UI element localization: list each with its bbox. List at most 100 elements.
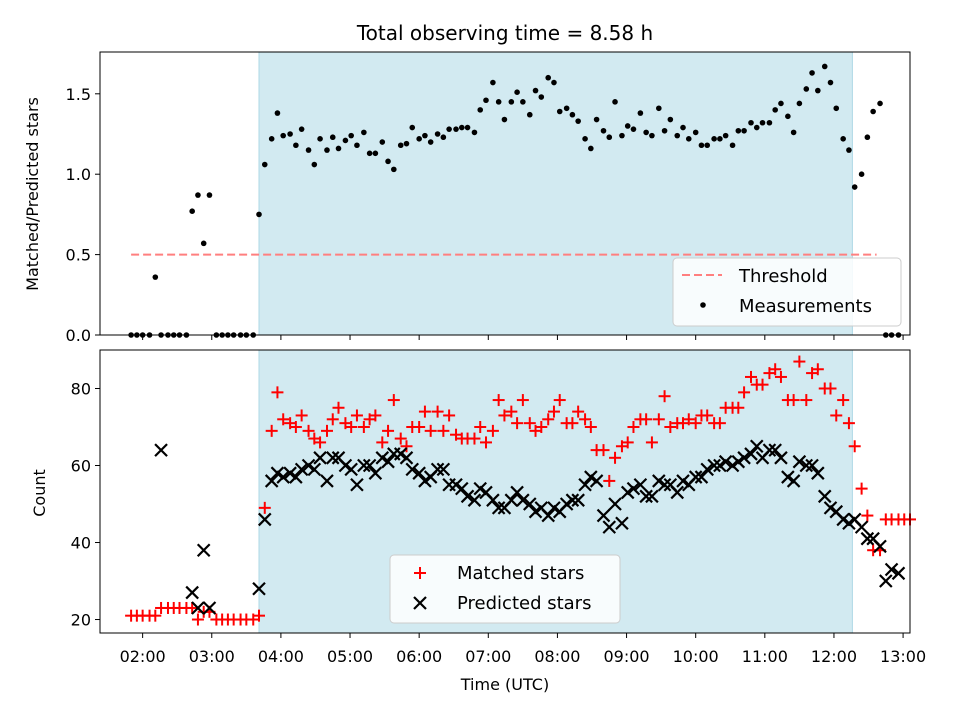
matched-star-point (837, 394, 850, 407)
x-tick-label: 12:00 (811, 647, 857, 666)
count-y-tick-label: 60 (71, 457, 91, 476)
matched-star-point (689, 417, 702, 430)
count-x-ticks: 02:00 03:00 04:00 05:00 06:00 07:00 08:00 09:00… (120, 633, 926, 666)
measurement-point (526, 111, 533, 118)
predicted-star-point (185, 585, 199, 600)
measurement-point (440, 134, 447, 141)
measurement-point (624, 123, 631, 129)
matched-star-point (603, 474, 616, 487)
count-y-tick-label: 20 (71, 611, 91, 630)
measurement-point (195, 192, 201, 198)
matched-star-point (800, 394, 813, 407)
predicted-star-point (578, 477, 592, 492)
predicted-star-point (301, 458, 316, 473)
measurement-point (870, 108, 876, 115)
matched-star-point (621, 436, 634, 449)
measurement-point (667, 116, 674, 123)
measurement-point (189, 208, 195, 214)
predicted-star-point (338, 458, 353, 473)
ratio-x-ticks (142, 335, 904, 340)
matched-star-point (413, 421, 426, 434)
count-y-tick-label: 80 (71, 380, 91, 399)
measurement-point (729, 142, 736, 149)
predicted-star-point (313, 451, 327, 465)
predicted-star-point (565, 493, 580, 507)
measurement-point (661, 127, 668, 134)
predicted-star-point (516, 493, 530, 507)
measurement-point (403, 140, 410, 147)
predicted-star-point (891, 566, 906, 581)
matched-star-point (842, 417, 855, 430)
predicted-star-point (381, 454, 395, 469)
predicted-star-point (154, 443, 168, 457)
matched-star-point (277, 413, 290, 426)
measurement-point (692, 129, 699, 136)
predicted-star-point (393, 447, 408, 461)
matched-star-point (848, 440, 861, 453)
predicted-star-point (744, 447, 758, 461)
x-tick-label: 11:00 (742, 647, 788, 666)
measurement-point (520, 99, 526, 105)
matched-star-point (191, 613, 204, 626)
ratio-y-tick-label: 1.5 (66, 85, 91, 104)
measurement-point (379, 139, 386, 145)
measurement-point (685, 136, 692, 142)
predicted-star-point (362, 458, 377, 473)
predicted-star-point (817, 489, 832, 504)
measurement-point (280, 132, 287, 139)
predicted-star-point (436, 462, 451, 477)
matched-star-point (664, 421, 677, 434)
predicted-star-point (276, 470, 290, 484)
matched-star-point (332, 401, 345, 414)
predicted-star-point (399, 451, 414, 465)
measurement-point (490, 79, 496, 86)
matched-star-point (511, 417, 524, 430)
predicted-star-point (633, 477, 648, 492)
matched-star-point (295, 409, 308, 422)
measurement-point (268, 136, 275, 142)
measurement-point (778, 100, 784, 107)
measurement-point (741, 127, 747, 134)
matched-star-point (645, 436, 658, 449)
matched-star-point (149, 609, 162, 622)
matched-star-point (744, 370, 757, 383)
measurement-point (877, 100, 883, 107)
x-tick-label: 07:00 (465, 647, 511, 666)
matched-star-point (468, 432, 481, 445)
matched-star-point (486, 424, 499, 437)
predicted-star-point (460, 489, 475, 504)
matched-star-point (824, 382, 837, 395)
measurement-point (846, 147, 852, 153)
predicted-star-point (781, 470, 795, 484)
measurement-point (821, 63, 828, 70)
predicted-star-point (786, 474, 801, 488)
matched-star-point (369, 409, 382, 422)
measurement-point (256, 211, 262, 218)
predicted-star-point (357, 458, 371, 473)
matched-star-point (609, 451, 622, 464)
measurement-point (851, 184, 858, 190)
predicted-star-point (670, 485, 685, 500)
measurement-point (385, 158, 391, 165)
x-tick-label: 13:00 (880, 647, 926, 666)
predicted-stars-legend-label: Predicted stars (457, 593, 591, 614)
predicted-star-point (805, 458, 819, 473)
x-tick-label: 03:00 (189, 647, 235, 666)
measurement-point (790, 129, 797, 136)
x-tick-label: 05:00 (327, 647, 373, 666)
measurement-point (619, 132, 625, 139)
predicted-star-point (589, 474, 604, 488)
predicted-star-point (694, 470, 709, 484)
predicted-star-point (842, 516, 856, 531)
predicted-star-point (252, 581, 266, 596)
matched-star-point (793, 355, 806, 368)
matched-star-point (830, 409, 843, 422)
predicted-star-point (325, 451, 340, 465)
measurement-point (612, 99, 618, 105)
predicted-star-point (768, 443, 782, 457)
measurement-point (680, 124, 686, 131)
matched-star-point (861, 509, 874, 522)
matched-star-point (258, 501, 271, 514)
measurement-point (391, 166, 397, 173)
